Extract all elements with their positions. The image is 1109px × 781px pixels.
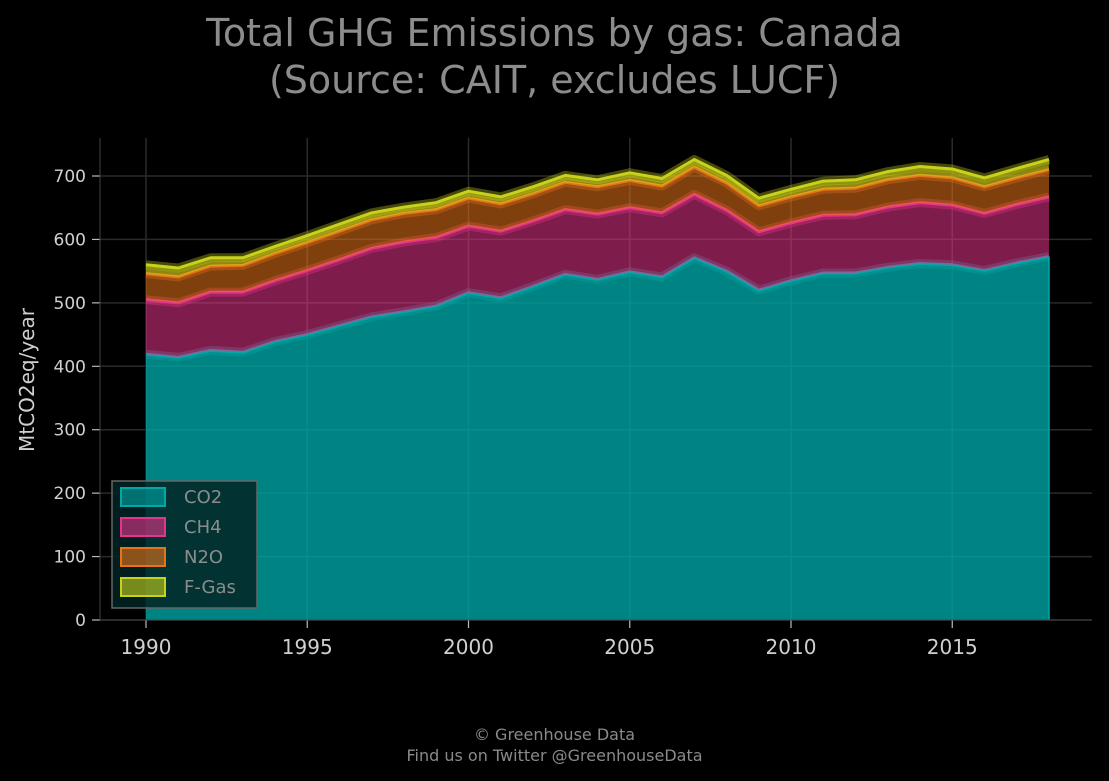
- area-co2: [146, 256, 1049, 620]
- footer-copyright: © Greenhouse Data: [473, 725, 636, 744]
- legend-swatch: [120, 577, 166, 597]
- footer-twitter: Find us on Twitter @GreenhouseData: [406, 746, 703, 765]
- legend-swatch: [120, 547, 166, 567]
- legend-label: CO2: [184, 487, 222, 508]
- y-axis-label: MtCO2eq/year: [15, 307, 39, 452]
- y-tick-label: 100: [54, 548, 86, 568]
- area-n2o: [146, 167, 1049, 303]
- line-f-gas: [145, 158, 1050, 270]
- x-tick-label: 2000: [443, 635, 494, 659]
- x-tick-label: 2010: [766, 635, 817, 659]
- x-tick-label: 1995: [282, 635, 333, 659]
- x-tick-label: 1990: [121, 635, 172, 659]
- legend-swatch: [120, 487, 166, 507]
- area-f-gas: [146, 159, 1049, 277]
- chart-title: Total GHG Emissions by gas: Canada: [206, 11, 903, 55]
- legend-label: N2O: [184, 547, 223, 568]
- legend-label: CH4: [184, 517, 222, 538]
- x-tick-label: 2005: [604, 635, 655, 659]
- y-tick-label: 300: [54, 421, 86, 441]
- legend-swatch: [120, 517, 166, 537]
- y-tick-label: 400: [54, 357, 86, 377]
- y-tick-label: 0: [75, 611, 86, 631]
- legend-label: F-Gas: [184, 577, 236, 598]
- x-tick-label: 2015: [927, 635, 978, 659]
- y-tick-label: 200: [54, 484, 86, 504]
- chart-subtitle: (Source: CAIT, excludes LUCF): [268, 58, 841, 102]
- y-tick-label: 600: [54, 230, 86, 250]
- y-tick-label: 700: [54, 167, 86, 187]
- area-ch4: [146, 194, 1049, 358]
- y-tick-label: 500: [54, 294, 86, 314]
